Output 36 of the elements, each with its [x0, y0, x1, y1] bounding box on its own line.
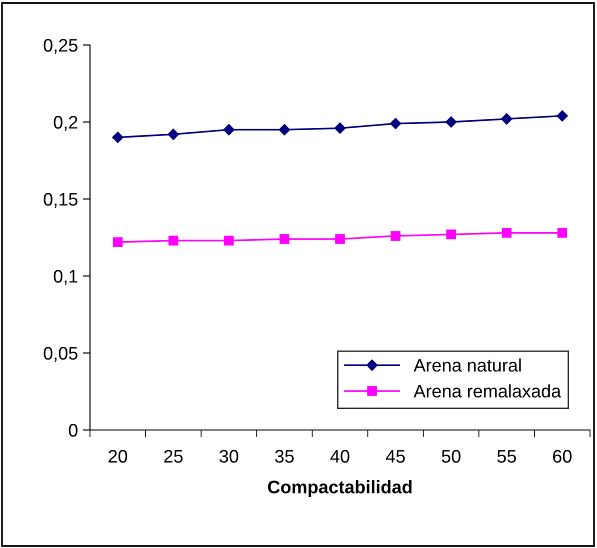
- x-tick-label: 60: [553, 450, 572, 463]
- legend-label: Arena natural: [414, 358, 521, 372]
- point: [335, 234, 345, 244]
- x-tick-label: 30: [220, 450, 238, 463]
- y-tick-label: 0,1: [54, 270, 78, 285]
- point: [557, 228, 568, 238]
- point: [168, 128, 179, 140]
- point: [501, 113, 512, 125]
- point: [168, 236, 178, 246]
- point: [556, 110, 568, 122]
- x-tick-label: 35: [275, 450, 294, 463]
- point: [502, 228, 512, 238]
- x-tick-label: 45: [386, 450, 405, 463]
- x-axis-title: Compactabilidad: [268, 480, 412, 497]
- x-tick-label: 40: [330, 450, 350, 463]
- legend-label: Arena remalaxada: [414, 384, 562, 398]
- point: [278, 124, 290, 136]
- point: [390, 231, 400, 241]
- x-tick-label: 20: [108, 450, 128, 463]
- y-tick-label: 0,15: [44, 192, 78, 208]
- point: [223, 124, 234, 136]
- point: [224, 236, 234, 246]
- point: [446, 230, 456, 240]
- point: [112, 237, 123, 247]
- x-tick-label: 50: [442, 450, 460, 463]
- y-tick-label: 0,05: [44, 346, 78, 362]
- y-tick-label: 0,2: [54, 116, 78, 131]
- y-tick-label: 0: [68, 424, 78, 437]
- point: [280, 234, 290, 244]
- x-tick-label: 25: [164, 450, 183, 463]
- point: [112, 132, 124, 144]
- point: [390, 118, 402, 130]
- x-tick-label: 55: [497, 450, 516, 463]
- y-tick-label: 0,25: [44, 38, 78, 54]
- point: [334, 122, 346, 134]
- point: [446, 116, 457, 128]
